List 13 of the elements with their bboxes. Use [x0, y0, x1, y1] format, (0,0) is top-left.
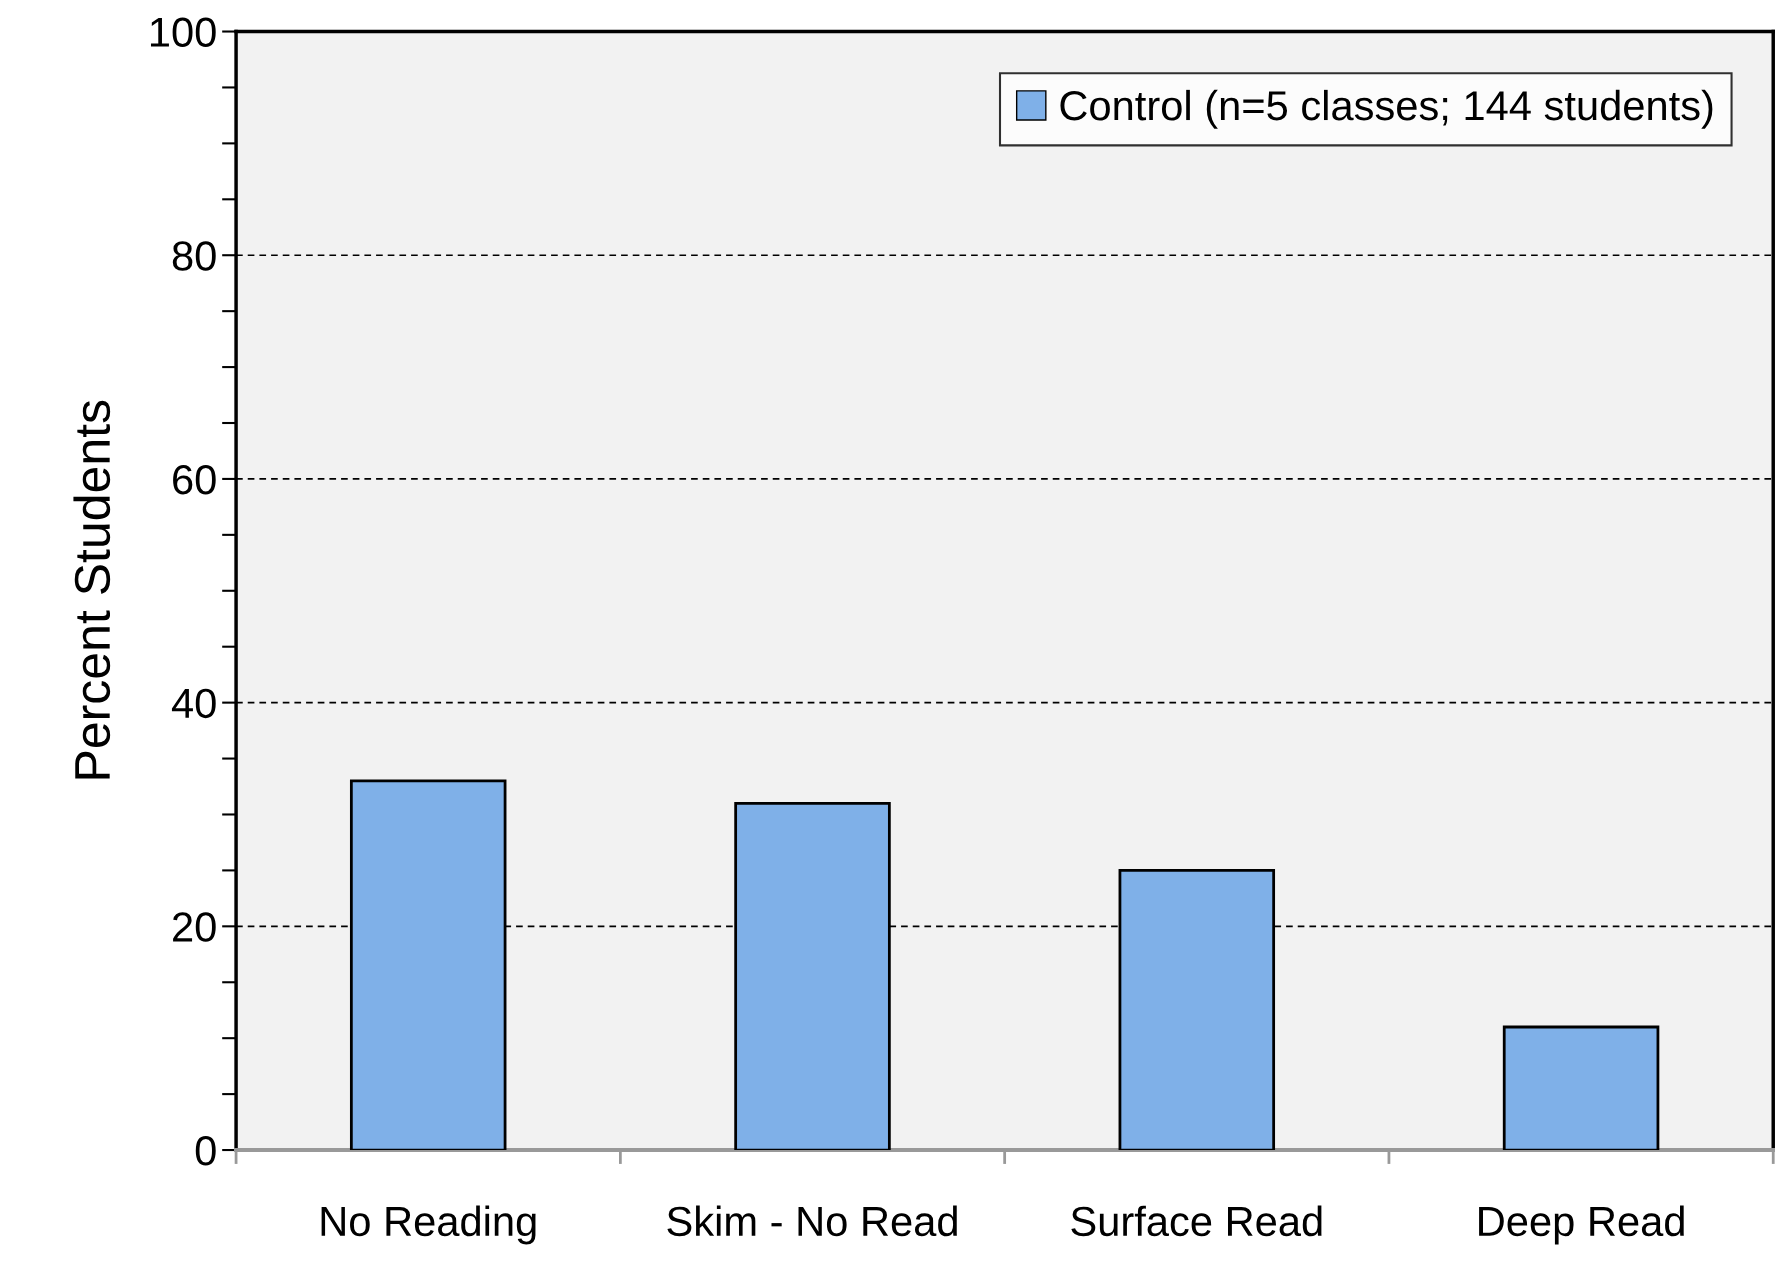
x-tick-label: Surface Read	[1071, 1205, 1322, 1237]
y-tick-label: 100	[150, 17, 216, 48]
y-tick-label: 80	[172, 241, 216, 271]
legend-label: Control (n=5 classes; 144 students)	[1060, 89, 1713, 129]
x-tick-label: No Reading	[321, 1205, 536, 1245]
y-tick-label: 0	[195, 1136, 216, 1166]
bar	[1502, 1025, 1660, 1151]
x-tick-label: Deep Read	[1479, 1205, 1684, 1245]
y-tick-label: 60	[173, 464, 216, 495]
y-tick-label: 20	[173, 912, 216, 942]
y-tick-label: 40	[171, 688, 216, 719]
y-axis-title: Percent Students	[73, 400, 111, 779]
x-tick-label: Skim - No Read	[667, 1205, 957, 1237]
